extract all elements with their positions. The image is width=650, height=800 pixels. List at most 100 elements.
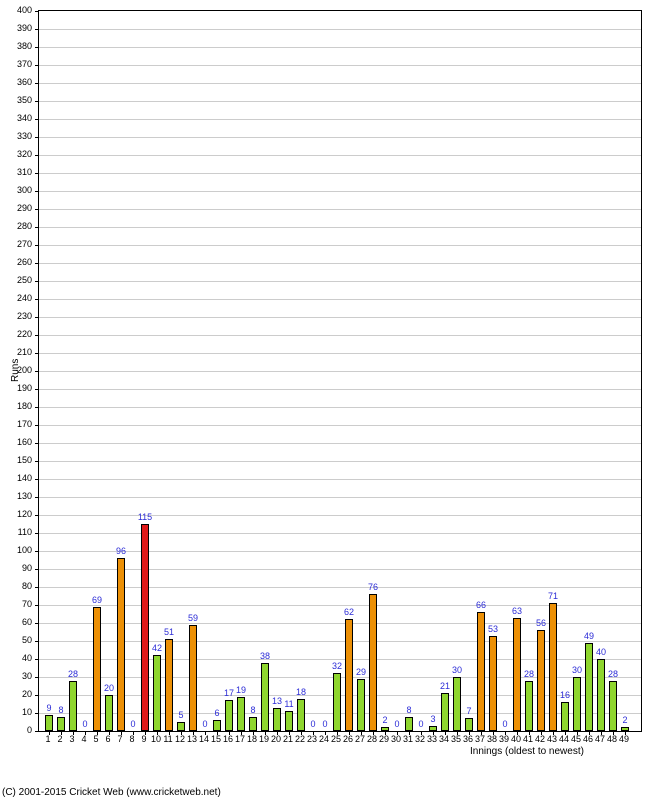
x-axis-title: Innings (oldest to newest) [470, 746, 584, 757]
y-tick [35, 137, 39, 138]
y-tick-label: 360 [17, 77, 32, 87]
x-tick-label: 36 [463, 734, 473, 744]
bar-value-label: 2 [622, 715, 627, 725]
x-tick-label: 6 [105, 734, 110, 744]
bar [297, 699, 305, 731]
y-tick-label: 180 [17, 401, 32, 411]
y-tick [35, 371, 39, 372]
bar [441, 693, 449, 731]
y-tick [35, 533, 39, 534]
y-tick-label: 170 [17, 419, 32, 429]
y-tick [35, 119, 39, 120]
y-tick [35, 245, 39, 246]
y-tick-label: 310 [17, 167, 32, 177]
y-tick-label: 260 [17, 257, 32, 267]
y-tick [35, 173, 39, 174]
bar [357, 679, 365, 731]
plot-area: 9828069209601154251559061719838131118003… [38, 10, 642, 732]
x-tick-label: 40 [511, 734, 521, 744]
bar [489, 636, 497, 731]
gridline [39, 137, 641, 138]
y-tick [35, 227, 39, 228]
bar-value-label: 21 [440, 681, 450, 691]
bar [177, 722, 185, 731]
gridline [39, 443, 641, 444]
x-tick-label: 48 [607, 734, 617, 744]
y-tick [35, 479, 39, 480]
bar [225, 700, 233, 731]
y-tick-label: 120 [17, 509, 32, 519]
y-tick [35, 461, 39, 462]
gridline [39, 47, 641, 48]
bar-value-label: 0 [202, 719, 207, 729]
bar-value-label: 30 [572, 665, 582, 675]
y-tick-label: 60 [22, 617, 32, 627]
bar-value-label: 18 [296, 687, 306, 697]
bar [45, 715, 53, 731]
gridline [39, 281, 641, 282]
bar [345, 619, 353, 731]
bar [525, 681, 533, 731]
bar-value-label: 8 [406, 705, 411, 715]
bar-value-label: 115 [138, 512, 152, 522]
bar [141, 524, 149, 731]
y-axis-title: Runs [10, 359, 21, 382]
y-tick [35, 731, 39, 732]
x-tick-label: 1 [45, 734, 50, 744]
y-tick-label: 20 [22, 689, 32, 699]
bar-value-label: 17 [224, 688, 234, 698]
gridline [39, 551, 641, 552]
y-tick [35, 713, 39, 714]
x-tick-label: 42 [535, 734, 545, 744]
x-tick-label: 9 [141, 734, 146, 744]
chart-container: 9828069209601154251559061719838131118003… [0, 0, 650, 800]
x-tick-label: 17 [235, 734, 245, 744]
x-tick-label: 34 [439, 734, 449, 744]
bar [57, 717, 65, 731]
bar-value-label: 0 [394, 719, 399, 729]
y-tick [35, 101, 39, 102]
y-tick [35, 65, 39, 66]
bar [585, 643, 593, 731]
gridline [39, 155, 641, 156]
gridline [39, 299, 641, 300]
gridline [39, 335, 641, 336]
bar [105, 695, 113, 731]
x-tick-label: 20 [271, 734, 281, 744]
bar [609, 681, 617, 731]
bar-value-label: 53 [488, 624, 498, 634]
x-tick-label: 19 [259, 734, 269, 744]
bar [561, 702, 569, 731]
bar-value-label: 32 [332, 661, 342, 671]
y-tick-label: 40 [22, 653, 32, 663]
gridline [39, 191, 641, 192]
y-tick [35, 515, 39, 516]
bar-value-label: 13 [272, 696, 282, 706]
bar [285, 711, 293, 731]
y-tick-label: 330 [17, 131, 32, 141]
gridline [39, 515, 641, 516]
bar [93, 607, 101, 731]
copyright-text: (C) 2001-2015 Cricket Web (www.cricketwe… [2, 787, 221, 798]
y-tick-label: 290 [17, 203, 32, 213]
bar [597, 659, 605, 731]
bar-value-label: 62 [344, 607, 354, 617]
y-tick [35, 695, 39, 696]
gridline [39, 497, 641, 498]
gridline [39, 29, 641, 30]
bar [153, 655, 161, 731]
y-tick [35, 425, 39, 426]
bar-value-label: 16 [560, 690, 570, 700]
y-tick-label: 0 [27, 725, 32, 735]
gridline [39, 479, 641, 480]
gridline [39, 425, 641, 426]
bar-value-label: 5 [178, 710, 183, 720]
bar [213, 720, 221, 731]
x-tick-label: 43 [547, 734, 557, 744]
bar [453, 677, 461, 731]
y-tick [35, 29, 39, 30]
bar [237, 697, 245, 731]
bar [249, 717, 257, 731]
x-tick-label: 18 [247, 734, 257, 744]
bar-value-label: 2 [382, 715, 387, 725]
